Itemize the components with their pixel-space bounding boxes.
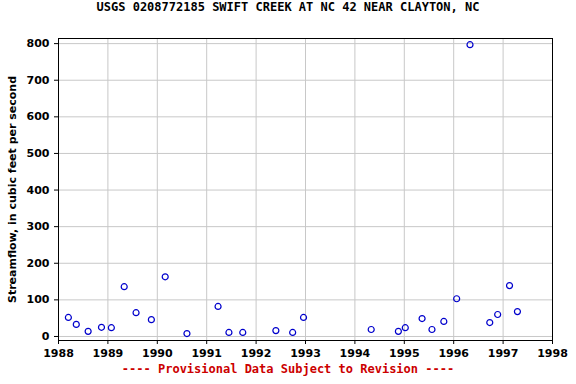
svg-text:1989: 1989 xyxy=(93,347,124,360)
svg-text:800: 800 xyxy=(27,37,50,50)
svg-text:1990: 1990 xyxy=(142,347,173,360)
svg-text:Streamflow, in cubic feet per: Streamflow, in cubic feet per second xyxy=(6,76,19,303)
svg-text:1998: 1998 xyxy=(537,347,568,360)
svg-text:700: 700 xyxy=(27,74,50,87)
html-text:---- Provisional Data Subject: ---- Provisional Data Subject to Revisio… xyxy=(121,362,455,376)
svg-text:300: 300 xyxy=(27,220,50,233)
svg-text:1992: 1992 xyxy=(241,347,272,360)
svg-text:1995: 1995 xyxy=(389,347,420,360)
svg-text:1991: 1991 xyxy=(191,347,222,360)
svg-text:400: 400 xyxy=(27,184,50,197)
svg-text:1997: 1997 xyxy=(488,347,519,360)
svg-text:1988: 1988 xyxy=(43,347,74,360)
svg-text:200: 200 xyxy=(27,257,50,270)
svg-text:0: 0 xyxy=(42,330,50,343)
svg-text:1994: 1994 xyxy=(340,347,371,360)
svg-text:600: 600 xyxy=(27,110,50,123)
svg-text:100: 100 xyxy=(27,293,50,306)
svg-text:1996: 1996 xyxy=(438,347,469,360)
svg-text:500: 500 xyxy=(27,147,50,160)
html-text:USGS 0208772185 SWIFT CREEK AT: USGS 0208772185 SWIFT CREEK AT NC 42 NEA… xyxy=(96,0,480,14)
svg-text:1993: 1993 xyxy=(290,347,321,360)
